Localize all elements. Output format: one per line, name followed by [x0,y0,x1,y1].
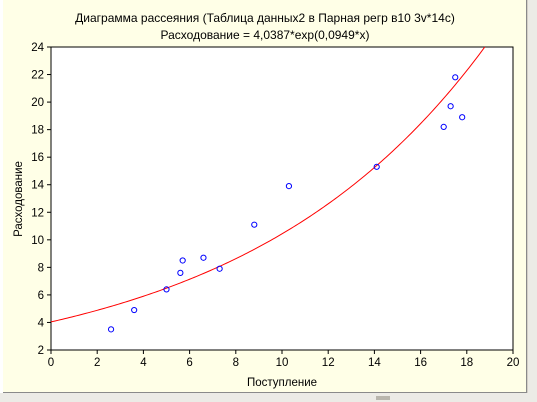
data-point [163,286,170,293]
data-points [107,74,466,333]
y-tick-label: 16 [31,152,44,164]
y-tick-label: 12 [31,207,44,219]
chart-subtitle: Расходование = 4,0387*exp(0,0949*x) [161,28,370,42]
data-point [177,269,184,276]
x-tick-label: 18 [460,357,473,369]
chart-title: Диаграмма рассеяния (Таблица данных2 в П… [75,11,455,25]
x-axis: 0 2 4 6 8 10 12 14 16 18 20 [48,350,520,369]
x-tick-label: 8 [233,357,239,369]
data-point [373,163,380,170]
y-tick-label: 24 [31,42,44,54]
y-tick-label: 18 [31,125,44,137]
data-point [452,74,459,81]
x-axis-label: Поступление [247,377,317,389]
data-point [440,123,447,130]
data-point [447,103,454,110]
data-point [131,306,138,314]
horizontal-scrollbar[interactable] [0,393,528,402]
y-tick-label: 8 [38,262,44,274]
data-point [179,257,186,264]
fit-curve [50,46,486,323]
data-point [107,326,115,333]
x-tick-label: 4 [140,357,147,369]
left-border [0,0,3,402]
vertical-scrollbar[interactable] [528,0,537,402]
x-tick-label: 0 [48,357,54,369]
y-tick-label: 14 [31,180,44,192]
x-tick-label: 12 [322,357,335,369]
data-point [200,254,207,261]
y-tick-label: 22 [31,70,44,82]
y-axis-label: Расходование [13,161,25,237]
x-tick-label: 14 [368,357,381,369]
scrollbar-thumb[interactable] [376,396,390,400]
data-point [285,183,293,190]
y-tick-label: 20 [31,97,44,109]
y-tick-label: 10 [31,235,44,247]
plot-area [50,46,514,351]
y-tick-label: 2 [38,345,44,357]
y-tick-label: 4 [38,317,45,329]
data-point [251,221,258,228]
y-tick-label: 6 [38,290,44,302]
x-tick-label: 2 [94,357,100,369]
x-tick-label: 10 [276,357,289,369]
x-tick-label: 20 [507,357,520,369]
x-tick-label: 16 [414,357,427,369]
x-tick-label: 6 [186,357,192,369]
data-point [216,265,223,272]
data-point [459,114,466,121]
